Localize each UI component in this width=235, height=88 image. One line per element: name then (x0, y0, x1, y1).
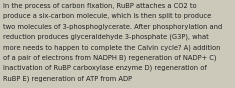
Text: two molecules of 3-phosphoglycerate. After phosphorylation and: two molecules of 3-phosphoglycerate. Aft… (3, 24, 222, 30)
Text: inactivation of RuBP carboxylase enzyme D) regeneration of: inactivation of RuBP carboxylase enzyme … (3, 65, 207, 71)
Text: produce a six-carbon molecule, which is then split to produce: produce a six-carbon molecule, which is … (3, 13, 211, 19)
Text: more needs to happen to complete the Calvin cycle? A) addition: more needs to happen to complete the Cal… (3, 44, 220, 51)
Text: In the process of carbon fixation, RuBP attaches a CO2 to: In the process of carbon fixation, RuBP … (3, 3, 196, 9)
Text: RuBP E) regeneration of ATP from ADP: RuBP E) regeneration of ATP from ADP (3, 75, 132, 82)
Text: reduction produces glyceraldehyde 3-phosphate (G3P), what: reduction produces glyceraldehyde 3-phos… (3, 34, 209, 40)
Text: of a pair of electrons from NADPH B) regeneration of NADP+ C): of a pair of electrons from NADPH B) reg… (3, 55, 216, 61)
